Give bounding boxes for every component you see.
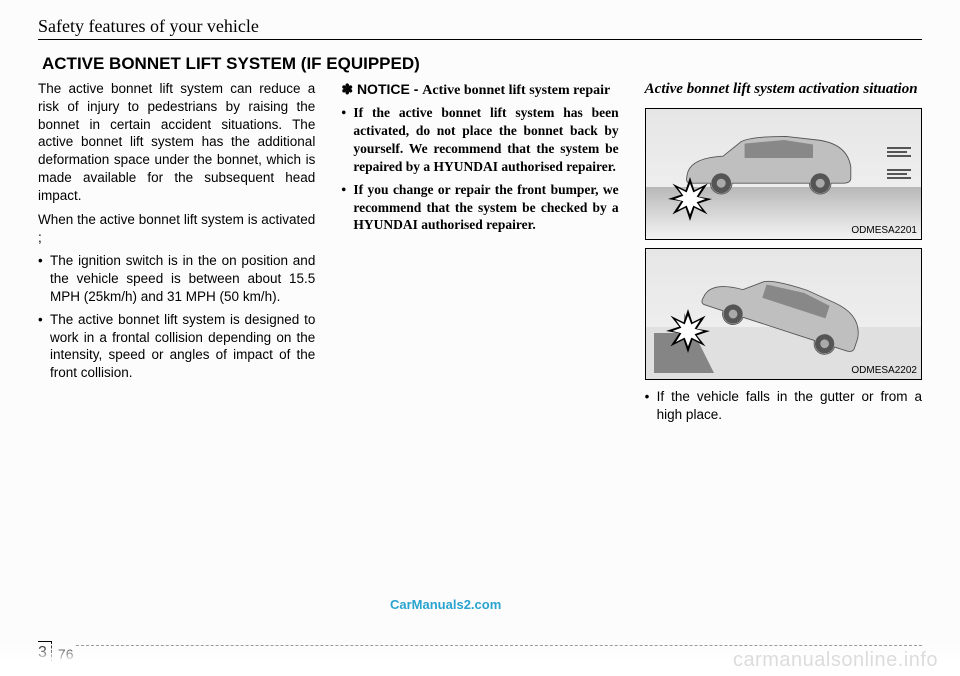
watermark-carmanuals2: CarManuals2.com: [390, 597, 501, 612]
section-title: ACTIVE BONNET LIFT SYSTEM (IF EQUIPPED): [38, 54, 922, 74]
content-columns: The active bonnet lift system can reduce…: [38, 80, 922, 429]
figure-2-caption: ODMESA2202: [851, 364, 917, 377]
notice-heading: ✽ NOTICE - Active bonnet lift system rep…: [341, 80, 618, 100]
col1-paragraph-2: When the active bonnet lift system is ac…: [38, 211, 315, 247]
col1-bullet-2: The active bonnet lift system is designe…: [38, 311, 315, 382]
motion-lines-icon: [887, 169, 911, 179]
column-2: ✽ NOTICE - Active bonnet lift system rep…: [341, 80, 618, 429]
figure-1-caption: ODMESA2201: [851, 224, 917, 237]
notice-prefix: ✽ NOTICE -: [341, 81, 422, 97]
impact-icon: [666, 309, 710, 353]
watermark-carmanualsonline: carmanualsonline.info: [0, 642, 960, 676]
notice-suffix: Active bonnet lift system repair: [422, 83, 610, 98]
col3-bullet-1: If the vehicle falls in the gutter or fr…: [645, 388, 922, 424]
activation-subtitle: Active bonnet lift system activation sit…: [645, 80, 922, 100]
col1-paragraph-1: The active bonnet lift system can reduce…: [38, 80, 315, 205]
col2-bullet-1: If the active bonnet lift system has bee…: [341, 104, 618, 175]
page-header: Safety features of your vehicle: [38, 16, 922, 40]
motion-lines-icon: [887, 147, 911, 157]
figure-2: ODMESA2202: [645, 248, 922, 380]
figure-1: ODMESA2201: [645, 108, 922, 240]
col1-bullet-1: The ignition switch is in the on positio…: [38, 252, 315, 305]
col2-bullet-2: If you change or repair the front bumper…: [341, 181, 618, 234]
column-1: The active bonnet lift system can reduce…: [38, 80, 315, 429]
impact-icon: [668, 177, 712, 221]
column-3: Active bonnet lift system activation sit…: [645, 80, 922, 429]
